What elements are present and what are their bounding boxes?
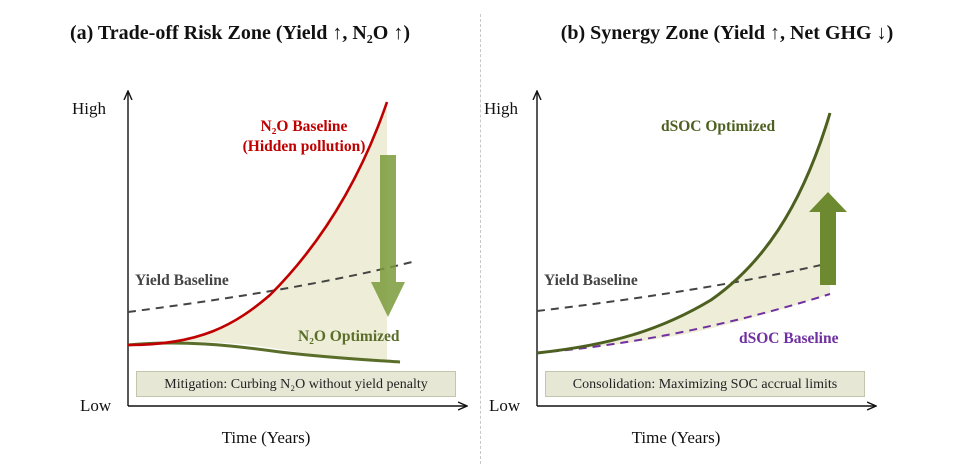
panel-a-tradeoff: (a) Trade-off Risk Zone (Yield ↑, N₂O ↑)…: [0, 0, 480, 474]
panel-a-x-label: Time (Years): [221, 428, 311, 447]
panel-b-title: (b) Synergy Zone (Yield ↑, Net GHG ↓): [560, 22, 894, 44]
panel-a-n2o-baseline-label-line1: N₂O Baseline: [260, 118, 348, 135]
panel-b-plot: [481, 0, 973, 474]
panel-b-dsoc-optimized-label: dSOC Optimized: [661, 118, 776, 135]
panel-a-risk-zone: [128, 102, 387, 362]
panel-a-n2o-optimized-label: N₂O Optimized: [298, 328, 400, 345]
panel-b-yield-baseline-line: [536, 264, 822, 312]
panel-a-n2o-baseline-label-line2: (Hidden pollution): [242, 138, 366, 155]
panel-b-caption: Consolidation: Maximizing SOC accrual li…: [545, 371, 865, 397]
panel-a-y-low: Low: [80, 396, 112, 415]
panel-b-dsoc-optimized-line: [536, 112, 832, 355]
panel-a-n2o-baseline-label: N₂O Baseline (Hidden pollution): [229, 118, 379, 156]
panel-a-caption: Mitigation: Curbing N₂O without yield pe…: [136, 371, 456, 397]
panel-b-y-low: Low: [489, 396, 521, 415]
panel-a-y-high: High: [72, 99, 106, 118]
panel-b-synergy-zone: [537, 113, 830, 353]
panel-b-x-label: Time (Years): [631, 428, 721, 447]
panel-b-dsoc-baseline-line: [536, 293, 831, 354]
panel-a-n2o-baseline-line: [127, 101, 389, 347]
panel-a-down-arrow: [371, 155, 405, 317]
panel-a-yield-baseline-line: [127, 261, 413, 313]
panel-divider: [480, 14, 481, 464]
panel-b-dsoc-baseline-label: dSOC Baseline: [739, 330, 839, 347]
panel-a-yield-label: Yield Baseline: [135, 272, 229, 289]
panel-a-title: (a) Trade-off Risk Zone (Yield ↑, N₂O ↑): [69, 22, 411, 44]
panel-b-y-high: High: [484, 99, 518, 118]
panel-b-synergy: (b) Synergy Zone (Yield ↑, Net GHG ↓) Hi…: [481, 0, 973, 474]
panel-a-plot: [0, 0, 480, 474]
panel-b-up-arrow: [809, 192, 847, 285]
panel-b-yield-label: Yield Baseline: [544, 272, 638, 289]
